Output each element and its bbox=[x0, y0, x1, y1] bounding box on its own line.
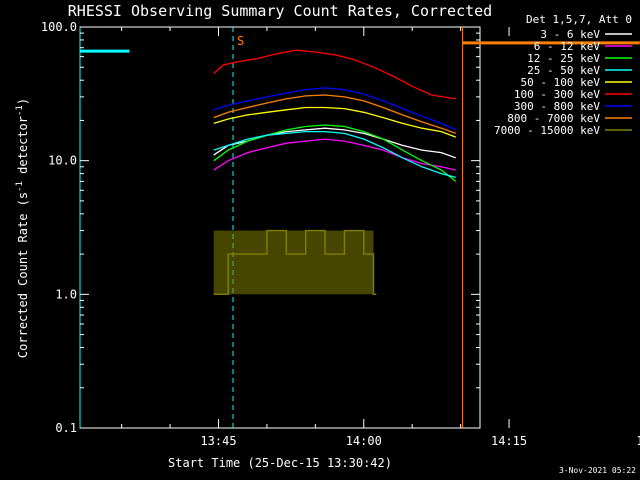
series-line-7-seg-0 bbox=[213, 94, 457, 135]
legend-label-7: 800 - 7000 keV bbox=[507, 112, 600, 125]
legend-label-4: 50 - 100 keV bbox=[521, 76, 601, 89]
x-axis-label: Start Time (25-Dec-15 13:30:42) bbox=[168, 456, 392, 470]
y-tick-label-0: 100.0 bbox=[41, 20, 77, 34]
y-tick-label-3: 0.1 bbox=[55, 421, 77, 435]
axis-ticks: 100.010.01.00.113:4514:0014:1514:3014:45… bbox=[41, 20, 640, 448]
vertical-markers bbox=[79, 27, 640, 428]
x-tick-label-3: 14:30 bbox=[636, 434, 640, 448]
series-band-8-seg-0 bbox=[213, 230, 374, 295]
series-layer bbox=[213, 49, 457, 295]
legend-label-0: 3 - 6 keV bbox=[540, 28, 600, 41]
chart-title: RHESSI Observing Summary Count Rates, Co… bbox=[68, 2, 492, 20]
legend-label-1: 6 - 12 keV bbox=[534, 40, 601, 53]
series-line-1-seg-0 bbox=[213, 138, 456, 171]
series-line-3-seg-0 bbox=[213, 130, 456, 179]
legend-label-6: 300 - 800 keV bbox=[514, 100, 600, 113]
series-line-2-seg-0 bbox=[213, 124, 457, 182]
y-tick-label-1: 10.0 bbox=[48, 154, 77, 168]
x-tick-label-2: 14:15 bbox=[491, 434, 527, 448]
y-tick-label-2: 1.0 bbox=[55, 287, 77, 301]
timestamp: 3-Nov-2021 05:22 bbox=[559, 466, 636, 475]
y-axis-label: Corrected Count Rate (s-1 detector-1) bbox=[15, 98, 30, 358]
plot-border bbox=[79, 26, 481, 429]
series-line-6-seg-0 bbox=[213, 87, 457, 131]
legend-header: Det 1,5,7, Att 0 bbox=[526, 13, 632, 26]
series-line-5-seg-0 bbox=[213, 49, 456, 100]
legend-label-5: 100 - 300 keV bbox=[514, 88, 600, 101]
plot-frame bbox=[79, 26, 481, 429]
legend-label-2: 12 - 25 keV bbox=[527, 52, 600, 65]
saa-label: S bbox=[237, 34, 244, 48]
legend-label-3: 25 - 50 keV bbox=[527, 64, 600, 77]
legend-label-8: 7000 - 15000 keV bbox=[494, 124, 600, 137]
x-tick-label-0: 13:45 bbox=[200, 434, 236, 448]
series-line-4-seg-0 bbox=[213, 106, 457, 138]
x-tick-label-1: 14:00 bbox=[346, 434, 382, 448]
